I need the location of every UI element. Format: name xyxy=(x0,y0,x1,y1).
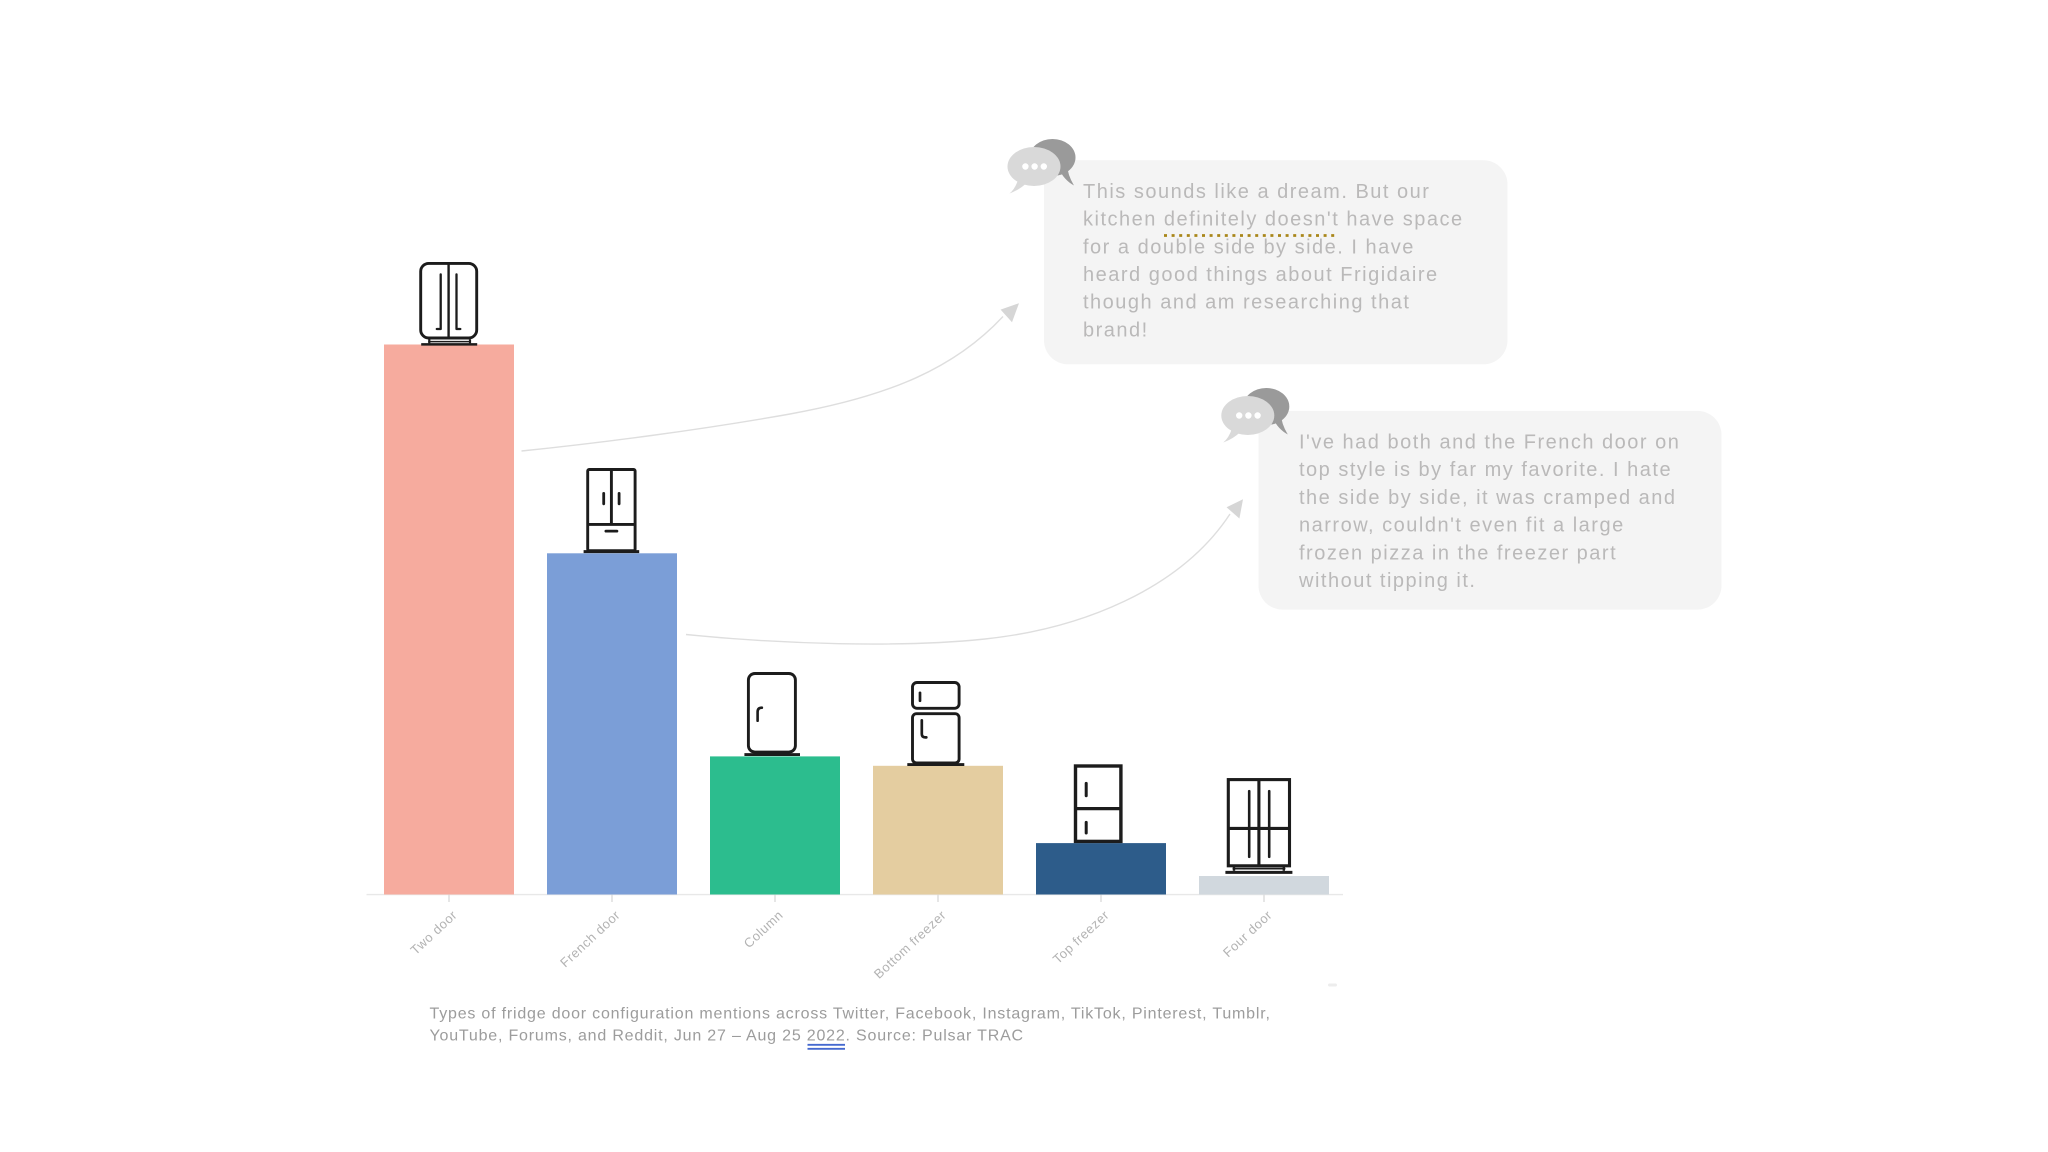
svg-text:though and am researching that: though and am researching that xyxy=(1083,292,1410,314)
svg-text:I've had both and the French d: I've had both and the French door on xyxy=(1299,432,1680,454)
svg-text:Types of fridge door configura: Types of fridge door configuration menti… xyxy=(430,1006,1271,1023)
svg-text:frozen pizza in the freezer pa: frozen pizza in the freezer part xyxy=(1299,542,1617,564)
svg-text:kitchen definitely doesn't hav: kitchen definitely doesn't have space xyxy=(1083,209,1464,231)
svg-text:narrow, couldn't even fit a la: narrow, couldn't even fit a large xyxy=(1299,515,1625,537)
svg-text:without tipping it.: without tipping it. xyxy=(1298,570,1476,592)
svg-text:for a double side by side. I h: for a double side by side. I have xyxy=(1083,236,1415,258)
svg-text:brand!: brand! xyxy=(1083,319,1149,341)
svg-text:This sounds like a dream. But: This sounds like a dream. But our xyxy=(1083,181,1430,203)
svg-text:top style is by far my favorit: top style is by far my favorite. I hate xyxy=(1299,459,1672,481)
svg-text:heard good things about Frigid: heard good things about Frigidaire xyxy=(1083,264,1439,286)
svg-text:YouTube, Forums, and Reddit, J: YouTube, Forums, and Reddit, Jun 27 – Au… xyxy=(430,1028,1024,1045)
svg-text:the side by side, it was cramp: the side by side, it was cramped and xyxy=(1299,487,1677,509)
